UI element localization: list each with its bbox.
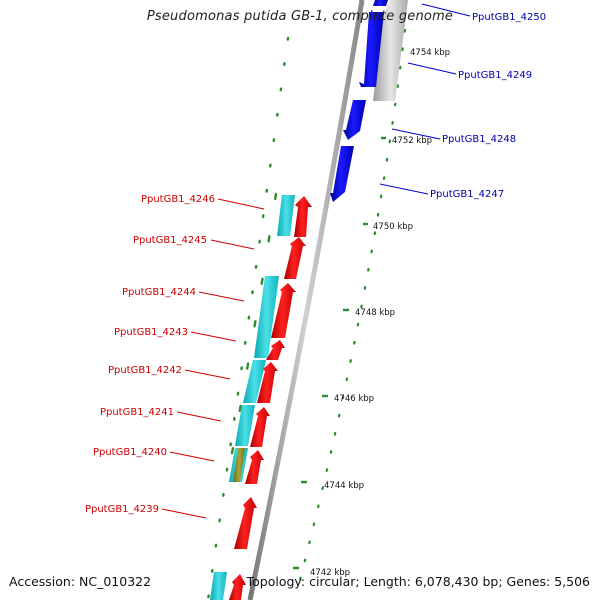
leader-line	[190, 331, 237, 342]
gene-label-forward[interactable]: PputGB1_4243	[114, 327, 188, 338]
cds-reverse[interactable]	[330, 146, 354, 202]
accession-label: Accession: NC_010322	[9, 574, 152, 589]
genome-title: Pseudomonas putida GB-1, complete genome	[146, 9, 454, 24]
gene-label-forward[interactable]: PputGB1_4244	[122, 287, 196, 298]
gene-label-forward[interactable]: PputGB1_4239	[85, 504, 159, 515]
reverse-strand	[330, 0, 408, 202]
tick-label: 4748 kbp	[355, 308, 395, 318]
forward-strand	[229, 196, 312, 600]
gene-label-forward[interactable]: PputGB1_4241	[100, 407, 174, 418]
leader-line	[169, 451, 215, 462]
gene-label-forward[interactable]: PputGB1_4245	[133, 235, 207, 246]
cog-block	[243, 360, 266, 403]
tick-label: 4750 kbp	[373, 222, 413, 232]
leader-line	[176, 411, 222, 422]
gene-label-reverse[interactable]: PputGB1_4250	[472, 12, 546, 23]
leader-line	[407, 62, 457, 75]
cds-reverse[interactable]	[359, 12, 384, 87]
cds-forward[interactable]	[284, 237, 306, 279]
gene-label-reverse[interactable]: PputGB1_4249	[458, 70, 532, 81]
cds-reverse[interactable]	[373, 0, 388, 6]
tick-label: 4754 kbp	[410, 48, 450, 58]
leader-line	[210, 239, 255, 250]
genome-backbone	[247, 0, 365, 600]
tick-label: 4742 kbp	[310, 568, 350, 578]
reverse-labels: PputGB1_4250 PputGB1_4249 PputGB1_4248 P…	[430, 12, 546, 200]
gene-label-forward[interactable]: PputGB1_4242	[108, 365, 182, 376]
leader-line	[421, 3, 471, 17]
tick-marks: 4754 kbp 4752 kbp 4750 kbp 4748 kbp 4746…	[293, 48, 450, 578]
cds-forward[interactable]	[271, 283, 296, 338]
cds-forward[interactable]	[250, 407, 270, 447]
cds-forward[interactable]	[245, 450, 264, 484]
cog-track	[210, 195, 295, 600]
leader-line	[379, 183, 429, 195]
reverse-leaders	[379, 3, 471, 195]
tick-label: 4744 kbp	[324, 481, 364, 491]
cds-reverse[interactable]	[343, 100, 366, 140]
forward-labels: PputGB1_4246 PputGB1_4245 PputGB1_4244 P…	[85, 194, 215, 515]
leader-line	[198, 291, 245, 302]
gene-label-reverse[interactable]: PputGB1_4247	[430, 189, 504, 200]
gene-label-reverse[interactable]: PputGB1_4248	[442, 134, 516, 145]
cog-block	[277, 195, 295, 236]
scale-track	[298, 28, 407, 582]
leader-line	[391, 128, 441, 140]
gc-content-track	[206, 36, 290, 600]
cds-unknown[interactable]	[373, 0, 408, 101]
cds-forward[interactable]	[257, 362, 278, 403]
gene-label-forward[interactable]: PputGB1_4240	[93, 447, 167, 458]
cds-forward[interactable]	[234, 497, 257, 549]
cog-block-olive	[233, 448, 245, 482]
cds-forward[interactable]	[266, 340, 285, 360]
leader-line	[184, 369, 231, 380]
cog-block	[210, 572, 227, 600]
genome-summary: Topology: circular; Length: 6,078,430 bp…	[246, 574, 590, 589]
leader-line	[161, 508, 207, 519]
tick-label: 4746 kbp	[334, 394, 374, 404]
cds-forward[interactable]	[294, 196, 312, 237]
leader-line	[217, 198, 265, 210]
cog-block	[235, 405, 255, 446]
cog-block	[254, 276, 279, 358]
gene-label-forward[interactable]: PputGB1_4246	[141, 194, 215, 205]
tick-label: 4752 kbp	[392, 136, 432, 146]
cds-forward[interactable]	[229, 574, 246, 600]
forward-leaders	[161, 198, 265, 519]
